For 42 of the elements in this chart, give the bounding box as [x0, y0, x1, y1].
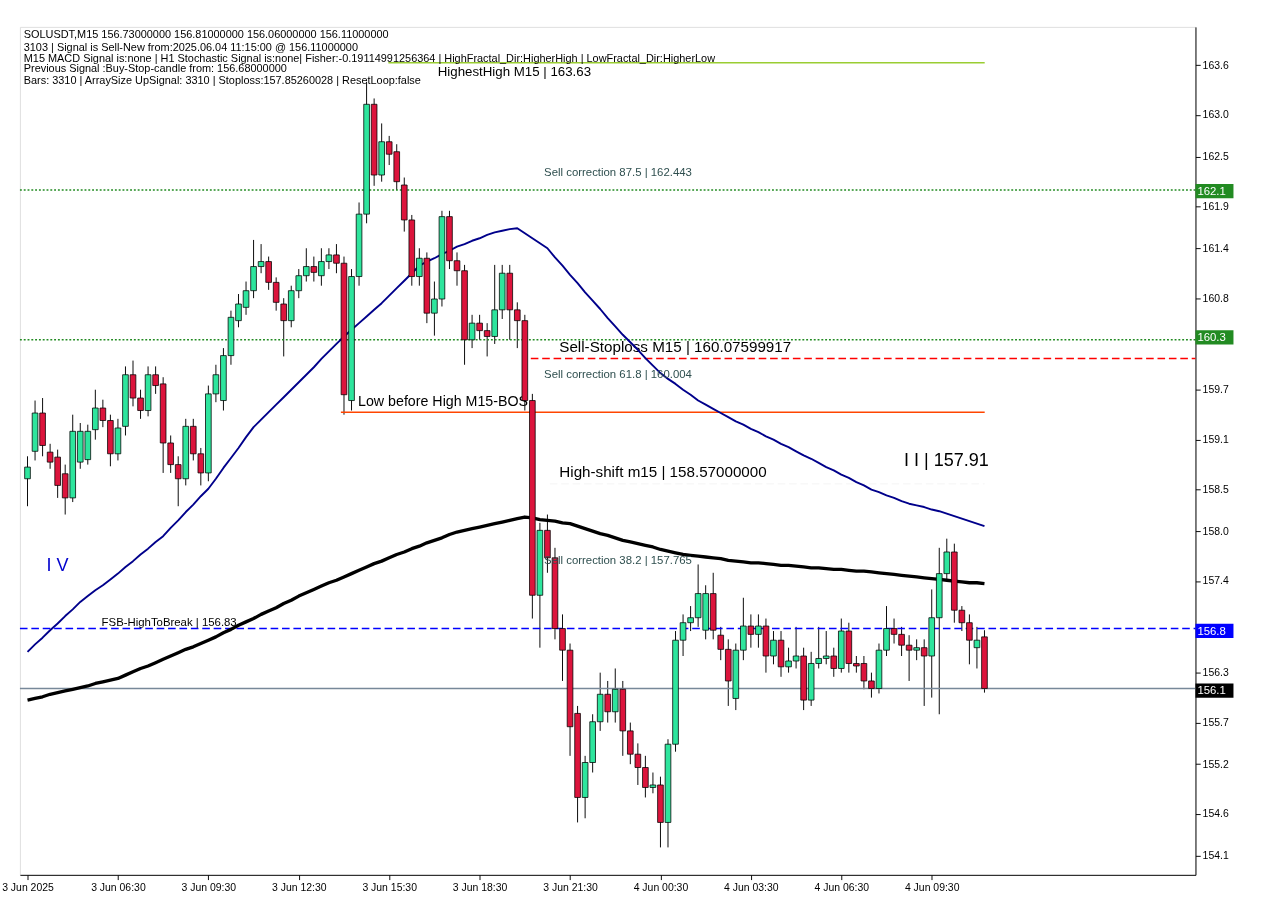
- y-tick-label: 158.5: [1202, 483, 1229, 495]
- candlestick: [24, 455, 31, 507]
- x-tick-label: 4 Jun 06:30: [814, 881, 870, 893]
- x-tick-label: 4 Jun 09:30: [904, 881, 960, 893]
- x-tick-label: 3 Jun 09:30: [181, 881, 237, 893]
- y-tick-label: 157.4: [1202, 575, 1229, 587]
- y-tick-label: 160.8: [1202, 292, 1229, 304]
- annotation: Bars: 3310 | ArraySize UpSignal: 3310 | Stoploss:157.85260028 | ResetLoop:false: [23, 73, 421, 86]
- text: 156.8: [1197, 624, 1226, 637]
- text: 160.3: [1197, 331, 1226, 344]
- y-tick-label: 163.6: [1202, 59, 1229, 71]
- line-series: [26, 227, 986, 653]
- y-tick-label: 154.6: [1202, 808, 1229, 820]
- y-tick-label: 158.0: [1202, 525, 1229, 537]
- x-tick-label: 4 Jun 00:30: [633, 881, 689, 893]
- annotation: I V: [46, 555, 69, 575]
- y-tick-label: 155.7: [1202, 716, 1229, 728]
- y-tick-label: 161.9: [1202, 200, 1229, 212]
- y-tick-label: 163.0: [1202, 109, 1229, 121]
- x-tick-label: 3 Jun 18:30: [452, 881, 508, 893]
- text: 156.1: [1197, 684, 1226, 697]
- x-tick-label: 3 Jun 12:30: [271, 881, 327, 893]
- y-tick-label: 159.1: [1202, 433, 1229, 445]
- x-tick-label: 3 Jun 06:30: [91, 881, 146, 893]
- y-tick-label: 159.7: [1202, 384, 1229, 396]
- y-tick-label: 161.4: [1202, 242, 1229, 254]
- x-tick-label: 3 Jun 21:30: [543, 881, 598, 893]
- annotation: 3103 | Signal is Sell-New from:2025.06.04 11:15:00 @ 156.11000000: [23, 40, 358, 53]
- annotation: Sell correction 87.5 | 162.443: [544, 165, 692, 178]
- ref-line-label: High-shift m15 | 158.57000000: [559, 463, 767, 481]
- x-tick-label: 3 Jun 2025: [2, 881, 55, 893]
- chart-title: SOLUSDT,M15 156.73000000 156.81000000 156.06000000 156.11000000: [23, 28, 389, 41]
- y-tick-label: 154.1: [1202, 850, 1229, 862]
- x-tick-label: 3 Jun 15:30: [362, 881, 418, 893]
- y-tick-label: 162.5: [1202, 151, 1229, 163]
- y-tick-label: 155.2: [1202, 758, 1229, 770]
- y-tick-label: 156.3: [1202, 666, 1229, 678]
- annotation: I I | 157.91: [903, 449, 989, 470]
- ref-line-label: HighestHigh M15 | 163.63: [437, 63, 592, 79]
- ref-line-label: FSB-HighToBreak | 156.83: [101, 615, 237, 628]
- x-tick-label: 4 Jun 03:30: [724, 881, 779, 893]
- text: 162.1: [1197, 184, 1226, 197]
